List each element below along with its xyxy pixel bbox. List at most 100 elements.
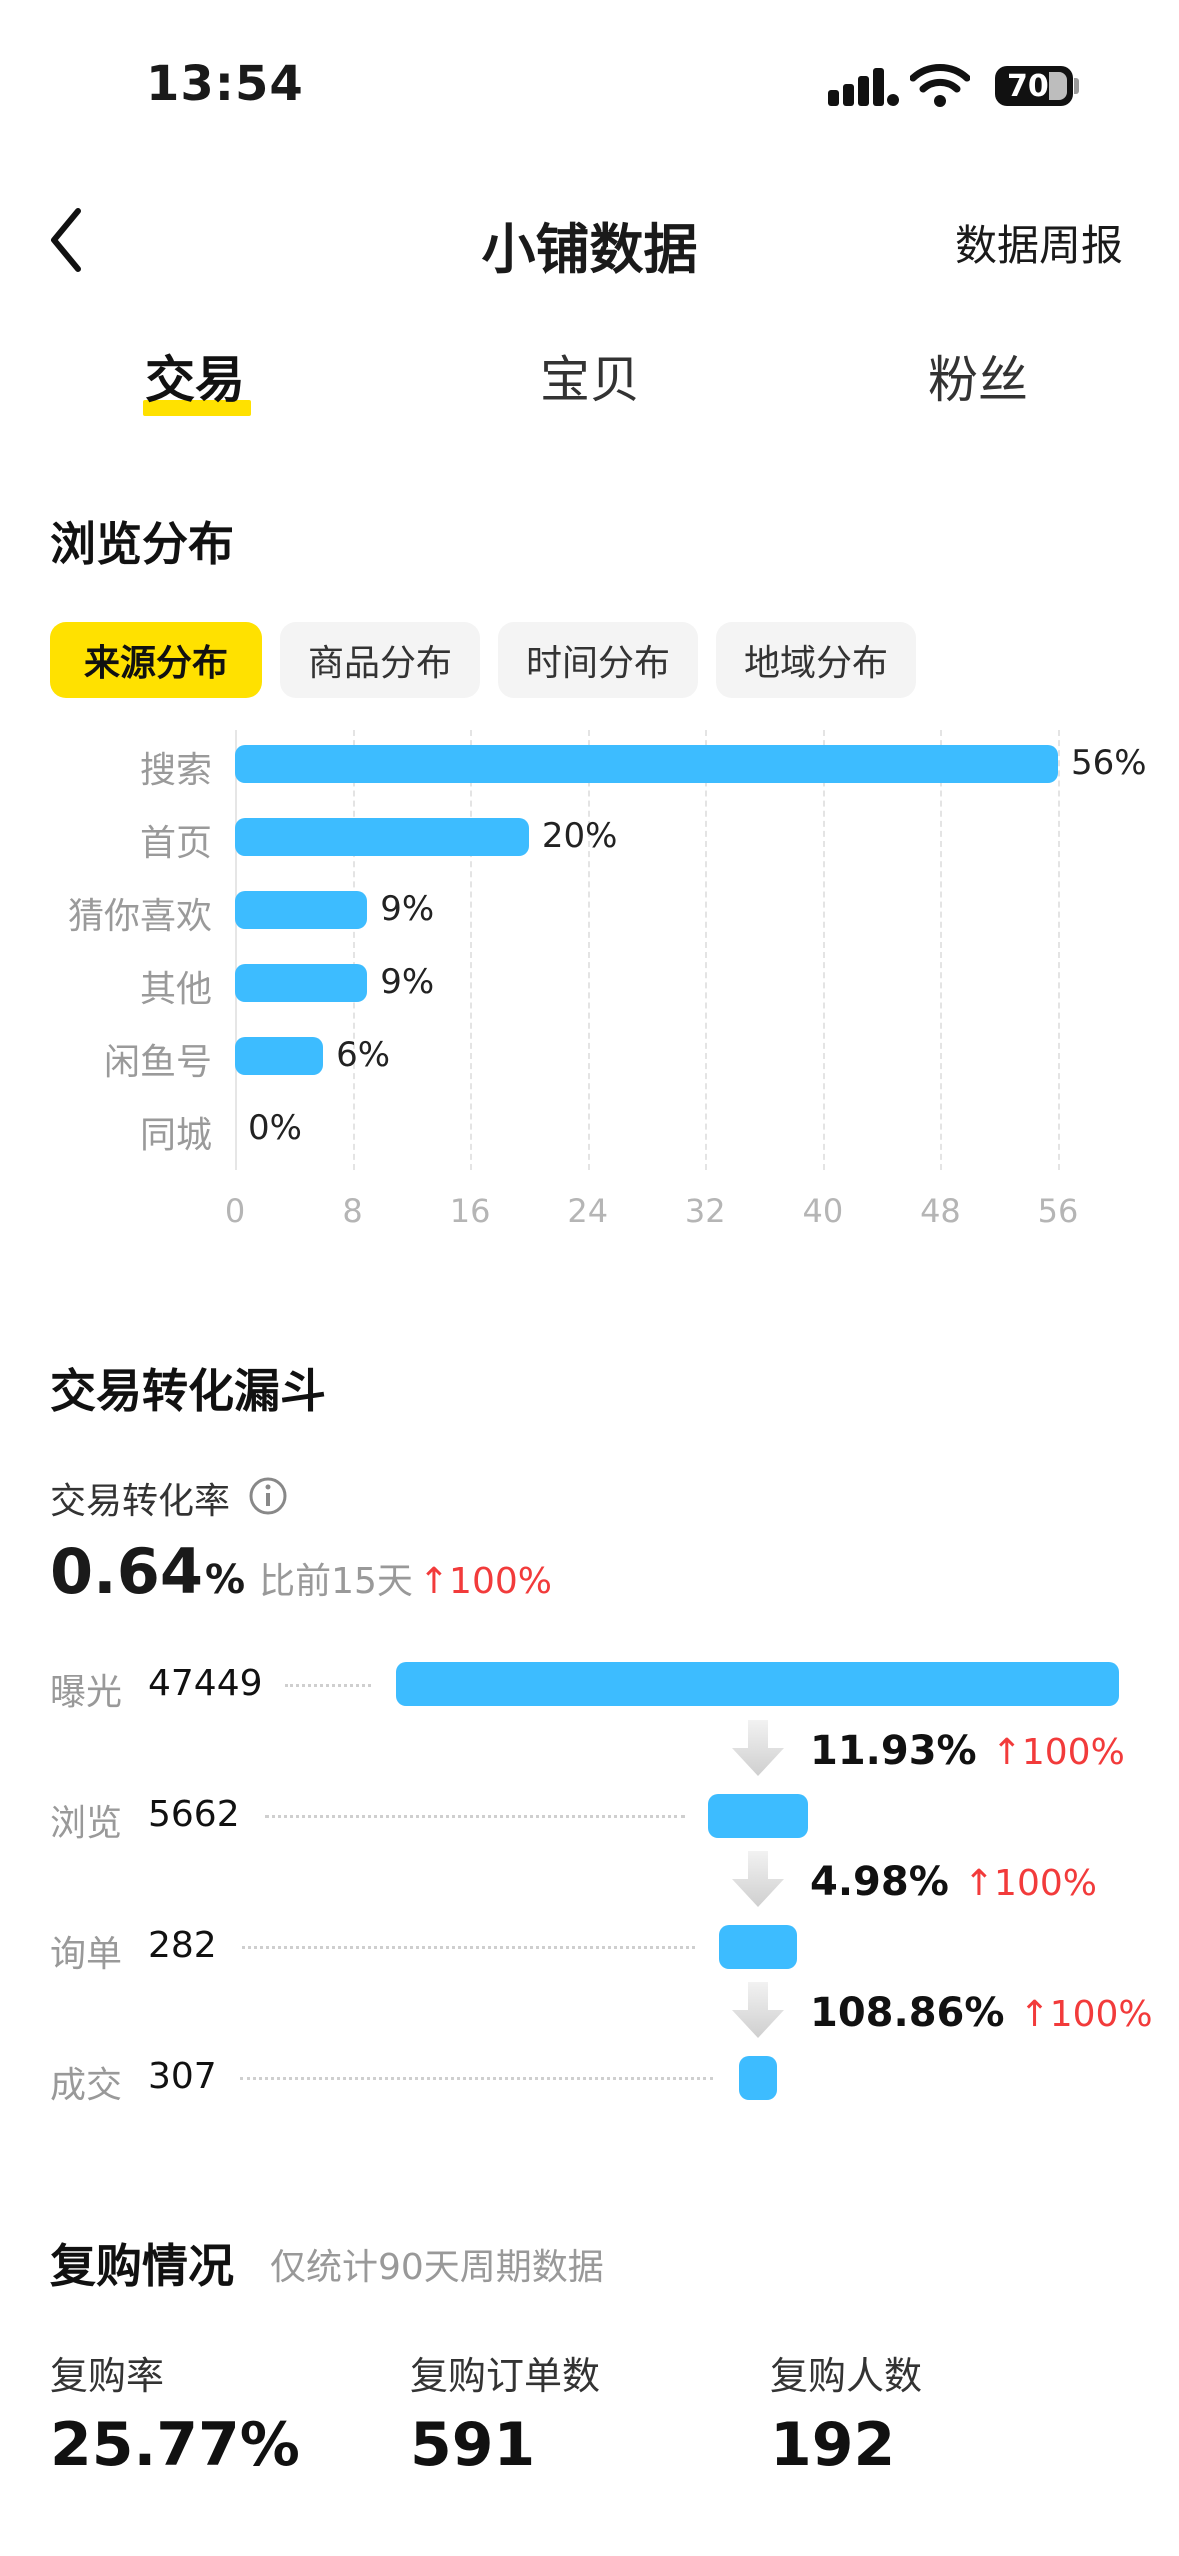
leader-dots <box>240 2077 713 2080</box>
category-label: 首页 <box>139 823 212 864</box>
stage-value: 5662 <box>148 1794 240 1835</box>
category-label: 其他 <box>139 969 212 1010</box>
funnel-bar-browse <box>708 1794 808 1838</box>
status-time: 13:54 <box>146 56 304 112</box>
stage-label: 询单 <box>50 1934 123 1975</box>
leader-dots <box>242 1946 695 1949</box>
stat-label: 复购率 <box>50 2354 165 2398</box>
grid-line <box>1058 730 1060 1170</box>
bar-value-label: 0% <box>248 1108 302 1148</box>
grid-line <box>352 730 355 1170</box>
bar-value-label: 20% <box>541 816 618 856</box>
tab-fans-label: 粉丝 <box>928 351 1028 409</box>
funnel-section-title: 交易转化漏斗 <box>50 1364 326 1418</box>
funnel-bar-exposure <box>396 1662 1119 1706</box>
step-change: ↑100% <box>963 1863 1097 1904</box>
grid-line <box>470 730 473 1170</box>
conversion-rate-row: 0.64 % 比前15天 ↑100% <box>50 1535 552 1608</box>
battery-level: 70 <box>1007 68 1049 104</box>
step-rate-row: 108.86% ↑100% <box>810 1990 1153 2036</box>
page-title: 小铺数据 <box>481 218 698 281</box>
stat-value: 25.77% <box>50 2410 300 2480</box>
grid-line <box>587 730 590 1170</box>
conversion-rate-unit: % <box>204 1557 246 1603</box>
weekly-report-link[interactable]: 数据周报 <box>954 221 1123 270</box>
repurchase-section-title: 复购情况 <box>50 2239 234 2293</box>
chip-region[interactable]: 地域分布 <box>716 622 916 698</box>
x-tick-label: 56 <box>1037 1192 1079 1230</box>
stage-value: 47449 <box>148 1663 263 1704</box>
step-change-value: 100% <box>994 1863 1097 1904</box>
battery-tip <box>1074 78 1079 94</box>
bar-value-label: 9% <box>380 889 435 929</box>
tab-items-label: 宝贝 <box>540 351 640 409</box>
bar <box>235 1037 324 1075</box>
stat-label: 复购订单数 <box>410 2354 601 2398</box>
browse-section-title: 浏览分布 <box>50 517 234 571</box>
info-icon[interactable] <box>248 1476 288 1516</box>
funnel-bar-inquiry <box>719 1925 797 1969</box>
funnel-bar-deal <box>739 2056 777 2100</box>
step-rate: 108.86% <box>810 1990 1005 2036</box>
chip-time[interactable]: 时间分布 <box>498 622 698 698</box>
category-label: 猜你喜欢 <box>67 896 212 937</box>
tab-trade-label: 交易 <box>145 351 245 409</box>
tab-trade[interactable]: 交易 <box>143 340 251 416</box>
back-arrow-icon[interactable] <box>46 205 86 275</box>
tab-fans[interactable]: 粉丝 <box>928 340 1028 412</box>
bar <box>235 818 529 856</box>
arrow-down-icon <box>732 1982 784 2038</box>
stat-value: 192 <box>770 2410 896 2480</box>
x-tick-label: 24 <box>567 1192 609 1230</box>
step-change-value: 100% <box>1021 1732 1125 1773</box>
x-tick-label: 48 <box>920 1192 961 1230</box>
step-change: ↑100% <box>991 1732 1125 1773</box>
stage-label: 浏览 <box>50 1803 123 1844</box>
bar-value-label: 56% <box>1071 743 1147 783</box>
bar-value-label: 6% <box>336 1035 391 1075</box>
category-label: 闲鱼号 <box>103 1042 212 1083</box>
stage-label: 成交 <box>50 2065 123 2106</box>
grid-line <box>822 730 825 1170</box>
conversion-rate-value: 0.64 <box>50 1535 203 1608</box>
step-change: ↑100% <box>1019 1994 1153 2035</box>
battery-indicator: 70 <box>995 66 1073 106</box>
chip-source[interactable]: 来源分布 <box>50 622 262 698</box>
step-rate-row: 4.98% ↑100% <box>810 1859 1097 1905</box>
conversion-rate-label: 交易转化率 <box>50 1481 231 1522</box>
grid-line <box>705 730 708 1170</box>
tab-items[interactable]: 宝贝 <box>540 340 640 412</box>
x-tick-label: 32 <box>684 1192 726 1230</box>
x-tick-label: 8 <box>342 1192 363 1230</box>
leader-dots <box>285 1684 371 1687</box>
step-rate: 11.93% <box>810 1728 977 1774</box>
x-tick-label: 40 <box>802 1192 844 1230</box>
bar-value-label: 9% <box>380 962 435 1002</box>
bar <box>235 964 368 1002</box>
x-tick-label: 0 <box>224 1192 246 1230</box>
stage-value: 307 <box>148 2056 217 2097</box>
step-rate-row: 11.93% ↑100% <box>810 1728 1125 1774</box>
cellular-signal-icon <box>828 68 899 106</box>
stage-value: 282 <box>148 1925 217 1966</box>
leader-dots <box>265 1815 685 1818</box>
arrow-down-icon <box>732 1851 784 1907</box>
bar <box>235 891 368 929</box>
bar <box>235 745 1058 783</box>
compare-change-value: 100% <box>449 1561 552 1602</box>
category-label: 同城 <box>139 1115 212 1156</box>
stat-value: 591 <box>410 2410 536 2480</box>
chip-product[interactable]: 商品分布 <box>280 622 480 698</box>
stage-label: 曝光 <box>50 1672 123 1713</box>
step-change-value: 100% <box>1049 1994 1153 2035</box>
step-rate: 4.98% <box>810 1859 949 1905</box>
compare-change: ↑100% <box>418 1561 552 1602</box>
arrow-down-icon <box>732 1720 784 1776</box>
repurchase-note: 仅统计90天周期数据 <box>270 2247 604 2288</box>
compare-text: 比前15天 <box>259 1561 413 1602</box>
y-axis-line <box>235 730 237 1170</box>
stat-label: 复购人数 <box>770 2354 923 2398</box>
grid-line <box>940 730 943 1170</box>
x-tick-label: 16 <box>449 1192 491 1230</box>
category-label: 搜索 <box>139 750 212 791</box>
